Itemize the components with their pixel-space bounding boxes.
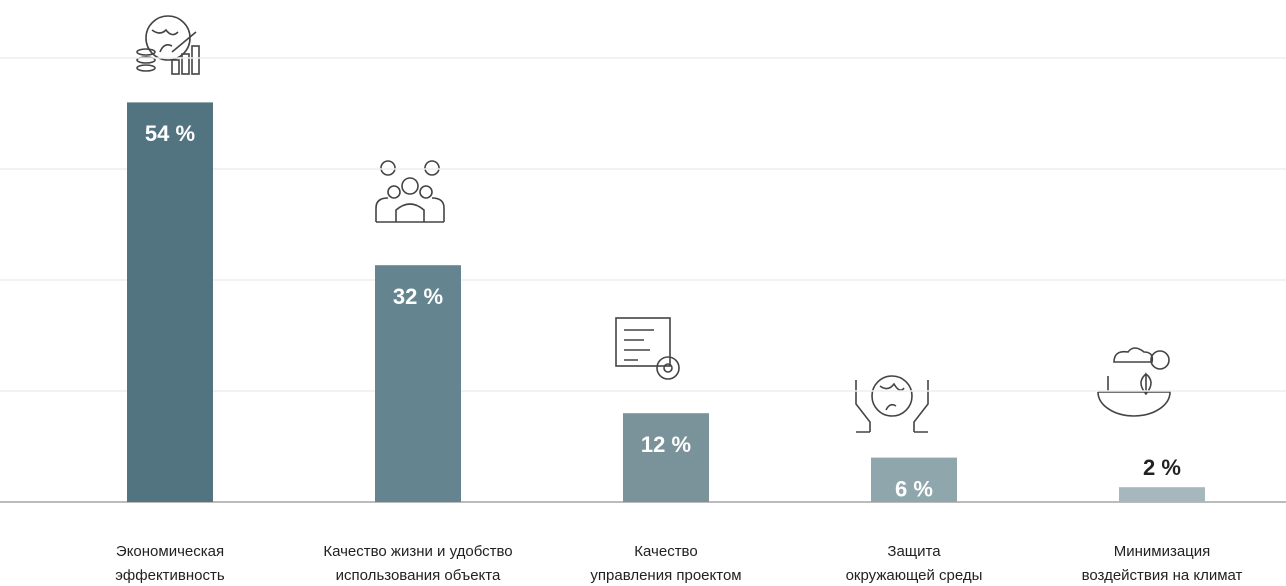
icon-economy <box>136 15 200 75</box>
icon-climate <box>1097 347 1171 417</box>
value-label: 54 % <box>145 121 195 146</box>
category-label: Защита окружающей среды <box>845 543 983 584</box>
bar <box>127 102 213 503</box>
category-label: Качество жизни и удобство использования … <box>323 543 513 584</box>
value-label: 32 % <box>393 284 443 309</box>
bar <box>623 413 709 502</box>
category-label: Минимизация воздействия на климат <box>1081 543 1243 584</box>
value-label: 6 % <box>895 476 933 501</box>
value-label: 12 % <box>641 432 691 457</box>
category-label: Качество управления проектом <box>590 543 742 584</box>
icon-people <box>375 160 445 223</box>
bar <box>375 265 461 502</box>
bar <box>871 457 957 502</box>
icon-earth-hands <box>855 375 929 433</box>
icon-project <box>615 317 680 380</box>
bar <box>1119 487 1205 502</box>
value-label: 2 % <box>1143 455 1181 480</box>
category-label: Экономическая эффективность <box>115 543 225 584</box>
